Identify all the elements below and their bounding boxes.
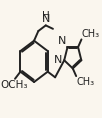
Text: CH₃: CH₃ — [82, 29, 100, 39]
Text: OCH₃: OCH₃ — [1, 80, 28, 90]
Text: CH₃: CH₃ — [77, 77, 95, 87]
Text: N: N — [54, 55, 63, 65]
Text: H: H — [42, 11, 50, 21]
Text: N: N — [58, 36, 66, 46]
Text: N: N — [42, 14, 50, 24]
